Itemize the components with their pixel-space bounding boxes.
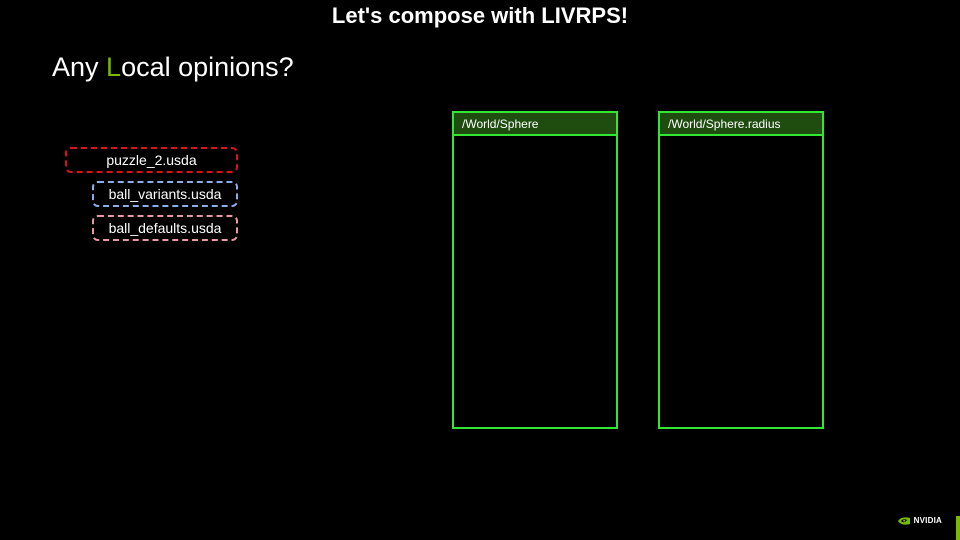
prim-panel-radius-header: /World/Sphere.radius: [660, 113, 822, 136]
subtitle-accent-letter: L: [106, 52, 122, 82]
layer-puzzle-2: puzzle_2.usda: [65, 147, 238, 173]
layer-ball-defaults: ball_defaults.usda: [92, 215, 238, 241]
slide-title: Let's compose with LIVRPS!: [331, 3, 629, 28]
nvidia-logo-text: NVIDIA: [913, 516, 942, 525]
prim-panel-sphere: /World/Sphere: [452, 111, 618, 429]
subtitle-suffix: ocal opinions?: [121, 52, 294, 82]
nvidia-eye-icon: [897, 517, 910, 525]
prim-panel-radius-body: [660, 136, 822, 427]
layer-ball-variants: ball_variants.usda: [92, 181, 238, 207]
subtitle: Any Local opinions?: [52, 50, 294, 84]
prim-panel-radius: /World/Sphere.radius: [658, 111, 824, 429]
nvidia-logo: NVIDIA: [897, 516, 942, 526]
prim-panel-sphere-header: /World/Sphere: [454, 113, 616, 136]
prim-panel-sphere-body: [454, 136, 616, 427]
subtitle-prefix: Any: [52, 52, 107, 82]
corner-accent-bar: [956, 516, 960, 540]
